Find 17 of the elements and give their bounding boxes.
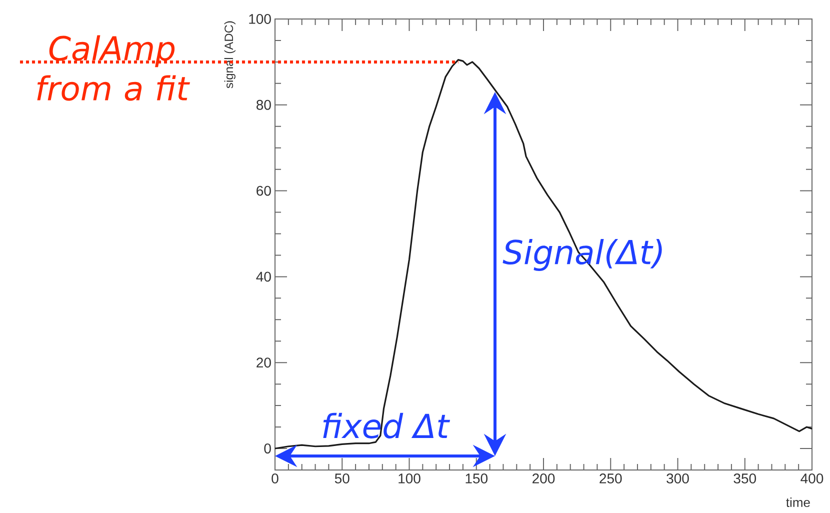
x-tick-label: 150	[466, 474, 488, 484]
x-tick-label: 0	[272, 474, 278, 484]
x-tick-label: 350	[734, 474, 756, 484]
ref-line-label: CalAmp from a fit	[37, 35, 190, 101]
x-tick-label: 50	[334, 474, 350, 484]
y-tick-label: 60	[256, 186, 271, 196]
y-tick-label: 100	[249, 14, 271, 24]
y-tick-label: 0	[264, 444, 271, 454]
y-tick-label: 20	[256, 358, 271, 368]
x-tick-label: 400	[800, 474, 824, 484]
x-tick-label: 300	[666, 474, 689, 484]
x-tick-label: 250	[600, 474, 622, 484]
x-tick-label: 100	[398, 474, 420, 484]
x-axis-title: time	[786, 498, 810, 508]
y-tick-label: 80	[256, 100, 271, 110]
x-tick-label: 200	[532, 474, 555, 484]
y-tick-label: 40	[256, 272, 271, 282]
